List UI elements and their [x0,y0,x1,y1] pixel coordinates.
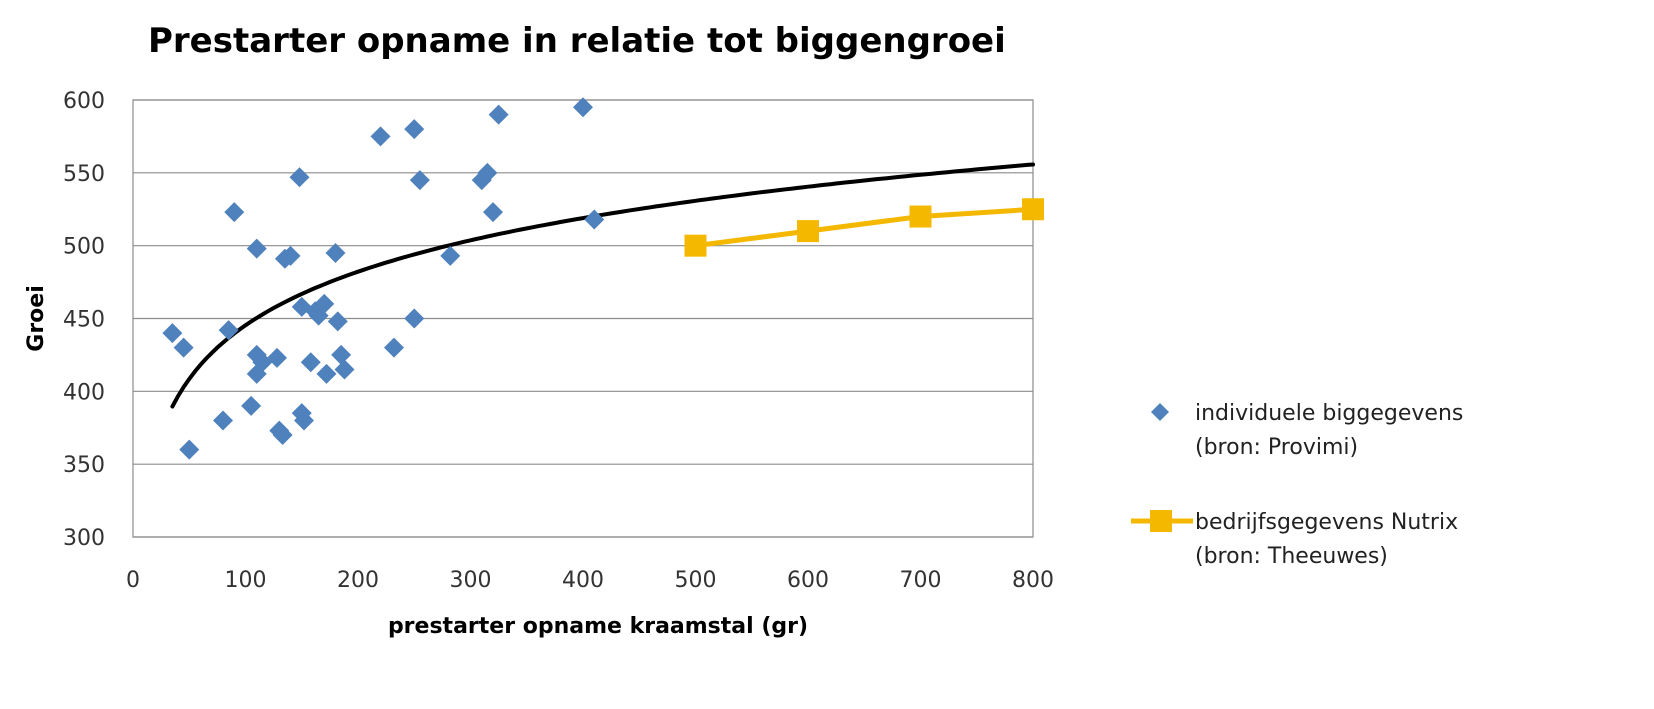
data-point [409,170,430,191]
data-point [252,352,273,373]
legend-label: individuele biggegevens [1195,401,1463,426]
y-tick-label: 500 [63,235,105,260]
x-axis-label: prestarter opname kraamstal (gr) [388,614,808,639]
data-point [173,337,194,358]
x-tick-label: 200 [337,568,379,593]
x-tick-label: 800 [1012,568,1054,593]
y-tick-label: 300 [63,526,105,551]
data-point [483,202,503,223]
legend-marker [1151,403,1169,421]
x-tick-label: 400 [562,568,604,593]
data-point [294,410,314,431]
data-point [289,167,310,188]
data-point [246,238,267,259]
data-point [797,220,819,243]
data-point [573,97,593,118]
data-point [370,126,391,147]
data-point [1022,198,1044,221]
data-point [213,410,233,431]
data-point [267,347,287,368]
x-tick-label: 600 [787,568,829,593]
data-point [280,245,301,266]
y-tick-label: 450 [63,308,105,333]
y-tick-label: 550 [63,162,105,187]
x-tick-label: 0 [126,568,140,593]
data-point [241,395,262,416]
data-point [272,425,293,446]
data-point [179,439,200,460]
data-point [224,202,245,223]
y-axis-ticks: 300 350 400 450 500 550 600 [63,89,105,551]
y-tick-label: 600 [63,89,105,114]
legend-label: (bron: Theeuwes) [1195,544,1388,569]
data-point [384,337,404,358]
data-point [334,359,355,380]
x-tick-label: 300 [450,568,492,593]
data-point [404,119,425,140]
y-tick-label: 350 [63,453,105,478]
data-point [316,363,337,384]
data-point [584,209,605,230]
x-tick-label: 500 [675,568,717,593]
data-point [488,104,509,125]
legend: individuele biggegevens (bron: Provimi) be… [1131,401,1463,569]
data-point [477,162,498,183]
legend-label: bedrijfsgegevens Nutrix [1195,510,1458,535]
gridlines [133,99,1033,538]
x-axis-ticks: 0 100 200 300 400 500 600 700 800 [126,568,1054,593]
chart-title: Prestarter opname in relatie tot biggeng… [148,21,1006,61]
data-point [300,352,321,373]
y-tick-label: 400 [63,380,105,405]
data-point [218,320,239,341]
data-point [331,344,352,365]
data-point [440,245,461,266]
data-point [909,205,932,228]
trendline [170,162,1035,409]
x-tick-label: 700 [900,568,942,593]
data-point [162,323,183,344]
legend-marker [1150,510,1172,532]
y-axis-label: Groei [24,285,49,351]
x-tick-label: 100 [225,568,267,593]
series-line [695,206,1034,249]
data-point [325,242,346,263]
data-series [162,97,1044,460]
data-point [684,234,707,257]
data-point [404,308,425,329]
data-point [314,293,335,314]
data-point [327,311,348,332]
legend-label: (bron: Provimi) [1195,435,1358,460]
